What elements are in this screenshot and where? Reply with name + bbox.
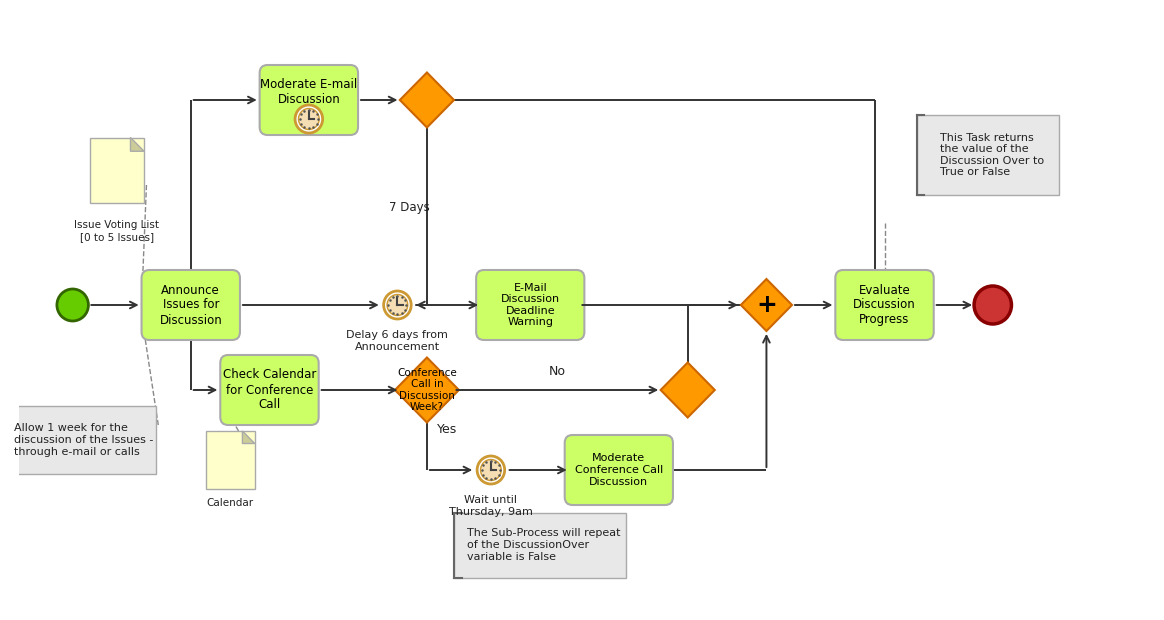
FancyBboxPatch shape	[836, 270, 934, 340]
Text: Moderate E-mail
Discussion: Moderate E-mail Discussion	[261, 78, 357, 106]
Polygon shape	[395, 358, 459, 422]
FancyBboxPatch shape	[454, 513, 626, 577]
Text: E-Mail
Discussion
Deadline
Warning: E-Mail Discussion Deadline Warning	[501, 283, 560, 327]
Polygon shape	[130, 138, 144, 151]
Text: Moderate
Conference Call
Discussion: Moderate Conference Call Discussion	[575, 453, 663, 487]
Circle shape	[481, 459, 502, 481]
Text: Allow 1 week for the
discussion of the Issues -
through e-mail or calls: Allow 1 week for the discussion of the I…	[14, 423, 154, 456]
FancyBboxPatch shape	[220, 355, 319, 425]
Text: +: +	[755, 293, 776, 317]
FancyBboxPatch shape	[260, 65, 359, 135]
FancyBboxPatch shape	[565, 435, 673, 505]
Polygon shape	[242, 431, 255, 443]
Text: 7 Days: 7 Days	[389, 201, 430, 214]
FancyBboxPatch shape	[3, 406, 156, 474]
Polygon shape	[740, 279, 792, 331]
Circle shape	[477, 456, 505, 484]
Text: Calendar: Calendar	[206, 498, 254, 508]
Circle shape	[388, 294, 407, 316]
Text: Conference
Call in
Discussion
Week?: Conference Call in Discussion Week?	[397, 368, 456, 412]
FancyBboxPatch shape	[90, 138, 144, 203]
Circle shape	[294, 105, 322, 133]
Text: No: No	[548, 365, 566, 378]
Polygon shape	[400, 73, 454, 128]
Text: Check Calendar
for Conference
Call: Check Calendar for Conference Call	[222, 368, 317, 412]
FancyBboxPatch shape	[142, 270, 240, 340]
Circle shape	[298, 108, 319, 130]
Text: Announce
Issues for
Discussion: Announce Issues for Discussion	[159, 283, 222, 327]
Text: Wait until
Thursday, 9am: Wait until Thursday, 9am	[449, 495, 533, 517]
Text: Delay 6 days from
Announcement: Delay 6 days from Announcement	[347, 330, 448, 352]
Circle shape	[57, 289, 88, 321]
Text: The Sub-Process will repeat
of the DiscussionOver
variable is False: The Sub-Process will repeat of the Discu…	[467, 528, 620, 562]
FancyBboxPatch shape	[206, 431, 255, 489]
Text: Evaluate
Discussion
Progress: Evaluate Discussion Progress	[853, 283, 916, 327]
Circle shape	[974, 286, 1012, 324]
Text: Yes: Yes	[436, 423, 456, 436]
FancyBboxPatch shape	[476, 270, 584, 340]
Text: Issue Voting List
[0 to 5 Issues]: Issue Voting List [0 to 5 Issues]	[74, 220, 159, 242]
Text: This Task returns
the value of the
Discussion Over to
True or False: This Task returns the value of the Discu…	[939, 133, 1044, 177]
FancyBboxPatch shape	[916, 115, 1059, 195]
Polygon shape	[661, 363, 715, 417]
Circle shape	[384, 291, 411, 319]
